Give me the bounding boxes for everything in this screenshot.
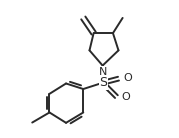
Text: O: O	[121, 92, 130, 102]
Text: N: N	[98, 67, 107, 77]
Text: O: O	[123, 73, 132, 83]
Text: S: S	[99, 76, 107, 89]
